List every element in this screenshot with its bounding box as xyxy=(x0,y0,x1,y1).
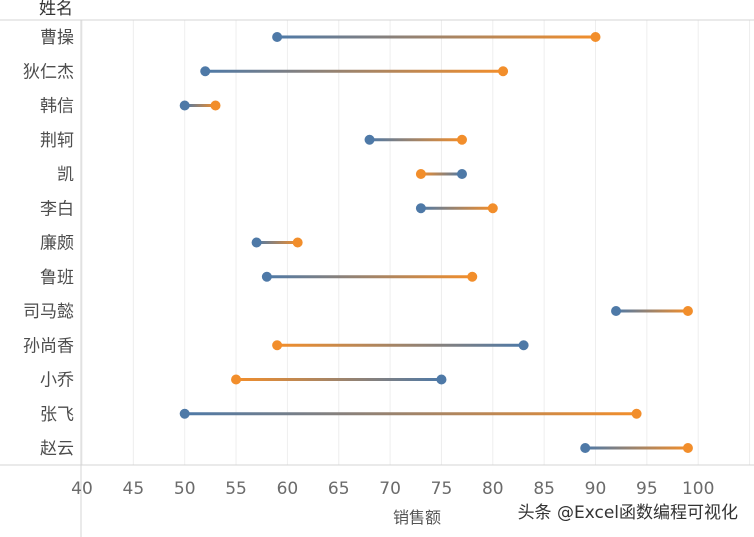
orange-point xyxy=(487,203,498,214)
category-label: 曹操 xyxy=(40,28,74,48)
x-tick-labels: 40 45 50 55 60 65 70 75 80 85 90 95 100 xyxy=(71,479,714,499)
x-tick-label: 45 xyxy=(123,479,145,499)
category-label: 司马懿 xyxy=(23,302,74,322)
orange-point xyxy=(415,169,426,179)
category-label: 韩信 xyxy=(40,97,74,117)
plot-frame xyxy=(0,19,754,537)
blue-point xyxy=(415,203,426,214)
orange-point xyxy=(456,134,467,145)
blue-point xyxy=(580,443,591,453)
category-label: 鲁班 xyxy=(40,268,74,288)
category-label: 李白 xyxy=(40,199,74,219)
watermark-text: 头条 @Excel函数编程可视化 xyxy=(518,503,738,523)
orange-point xyxy=(292,237,303,248)
x-tick-label: 40 xyxy=(71,479,93,499)
dumbbell-lines xyxy=(184,35,688,450)
x-tick-label: 95 xyxy=(636,479,658,499)
category-label: 凯 xyxy=(57,165,74,185)
category-label: 小乔 xyxy=(40,371,74,391)
orange-point xyxy=(210,100,221,111)
blue-point xyxy=(179,408,190,419)
category-label: 廉颇 xyxy=(40,234,74,254)
x-tick-label: 70 xyxy=(379,479,401,499)
blue-point xyxy=(364,134,375,145)
x-tick-label: 60 xyxy=(277,479,299,499)
dumbbell-dots xyxy=(179,32,693,453)
orange-point xyxy=(272,340,283,351)
x-tick-label: 50 xyxy=(174,479,196,499)
blue-point xyxy=(436,374,447,385)
orange-point xyxy=(682,443,693,453)
orange-point xyxy=(590,32,601,42)
category-label: 荆轲 xyxy=(40,131,74,151)
blue-point xyxy=(272,32,283,42)
x-tick-label: 90 xyxy=(585,479,607,499)
blue-point xyxy=(611,306,622,316)
orange-point xyxy=(631,408,642,419)
x-tick-label: 85 xyxy=(533,479,555,499)
blue-point xyxy=(200,66,211,77)
orange-point xyxy=(682,306,693,316)
orange-point xyxy=(231,374,242,385)
x-tick-label: 100 xyxy=(682,479,714,499)
x-axis-title: 销售额 xyxy=(393,508,441,527)
blue-point xyxy=(251,237,262,248)
grid-lines xyxy=(81,20,751,465)
category-label: 狄仁杰 xyxy=(23,62,74,82)
category-label: 孙尚香 xyxy=(23,336,74,356)
x-tick-label: 80 xyxy=(482,479,504,499)
y-axis-title: 姓名 xyxy=(39,0,73,19)
blue-point xyxy=(179,100,190,111)
blue-point xyxy=(261,271,272,282)
x-tick-label: 65 xyxy=(328,479,350,499)
x-tick-label: 55 xyxy=(225,479,247,499)
x-tick-label: 75 xyxy=(431,479,453,499)
orange-point xyxy=(498,66,509,77)
blue-point xyxy=(518,340,529,351)
category-label: 赵云 xyxy=(40,439,74,459)
blue-point xyxy=(456,169,467,179)
orange-point xyxy=(467,271,478,282)
category-label: 张飞 xyxy=(40,405,74,425)
